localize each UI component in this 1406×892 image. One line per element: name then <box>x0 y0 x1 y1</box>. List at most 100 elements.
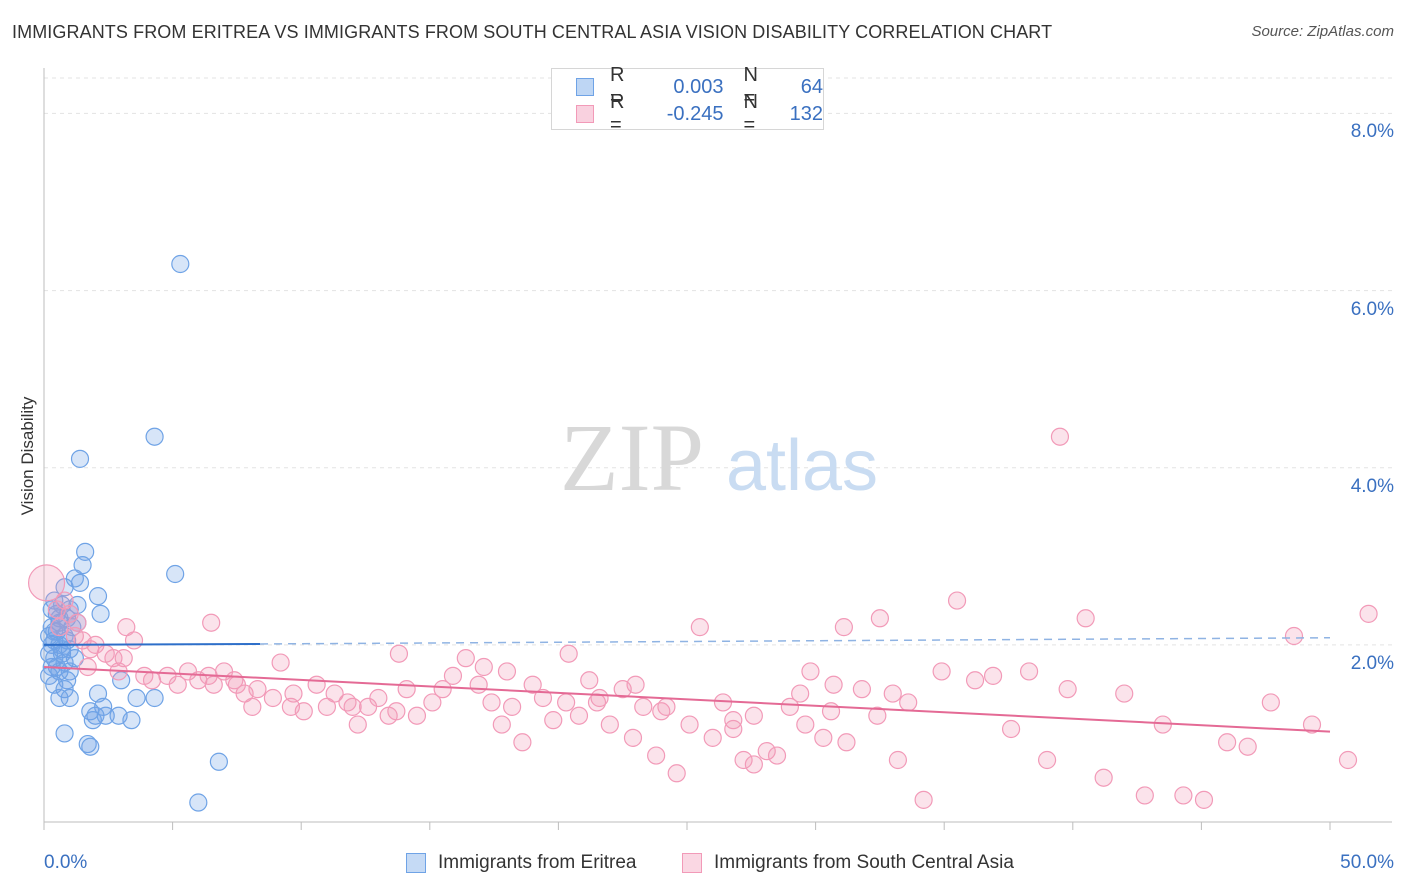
point-south-central-asia <box>1050 427 1070 446</box>
point-south-central-asia <box>503 697 522 716</box>
point-south-central-asia <box>523 675 542 694</box>
series-legend-label: Immigrants from Eritrea <box>438 852 637 873</box>
point-south-central-asia <box>734 750 753 770</box>
point-eritrea <box>145 427 164 446</box>
legend-n-value: 132 <box>789 102 823 125</box>
point-south-central-asia <box>1037 750 1057 770</box>
series-legend-label: Immigrants from South Central Asia <box>714 852 1014 873</box>
point-south-central-asia <box>587 693 607 712</box>
legend-n-label: N = <box>743 91 758 136</box>
point-south-central-asia <box>852 680 871 699</box>
point-south-central-asia <box>837 733 856 752</box>
series-legend-south-central-asia: Immigrants from South Central Asia <box>682 852 1014 874</box>
point-eritrea <box>52 640 72 659</box>
point-south-central-asia <box>1238 737 1257 756</box>
point-south-central-asia <box>482 693 501 712</box>
point-south-central-asia <box>680 715 699 734</box>
point-south-central-asia <box>1001 719 1021 739</box>
point-south-central-asia <box>932 662 951 681</box>
point-south-central-asia <box>1284 626 1304 646</box>
point-south-central-asia <box>533 688 553 708</box>
legend-r-label: R = <box>609 64 625 109</box>
legend-swatch-blue <box>576 78 594 96</box>
point-south-central-asia <box>474 657 493 677</box>
point-south-central-asia <box>68 613 87 632</box>
point-south-central-asia <box>1302 715 1322 734</box>
point-south-central-asia <box>600 715 619 734</box>
point-south-central-asia <box>724 711 743 730</box>
point-eritrea <box>60 688 79 708</box>
point-south-central-asia <box>1153 715 1172 734</box>
grid-lines <box>44 77 1392 646</box>
point-south-central-asia <box>397 680 416 699</box>
point-south-central-asia <box>433 680 452 699</box>
point-eritrea <box>78 734 97 754</box>
point-south-central-asia <box>868 706 887 725</box>
legend-row-eritrea: R = 0.003 N = 64 <box>576 64 823 109</box>
point-south-central-asia <box>883 684 902 703</box>
point-eritrea <box>55 724 74 743</box>
correlation-legend: R = 0.003 N = 64 R = -0.245 N = 132 <box>551 64 824 136</box>
point-eritrea <box>171 254 190 274</box>
point-eritrea <box>209 752 228 771</box>
point-south-central-asia <box>387 702 406 721</box>
point-south-central-asia <box>104 649 123 668</box>
point-south-central-asia <box>559 644 578 663</box>
point-south-central-asia <box>1359 604 1378 623</box>
legend-n-label: N = <box>743 64 758 109</box>
trend-lines <box>43 637 1331 733</box>
point-south-central-asia <box>983 666 1003 685</box>
point-south-central-asia <box>243 697 262 716</box>
point-eritrea <box>83 711 102 730</box>
trend-line-south-central-asia <box>43 666 1331 733</box>
point-south-central-asia <box>343 697 362 716</box>
point-eritrea <box>91 604 110 623</box>
point-south-central-asia <box>690 618 709 637</box>
series-legend: Immigrants from Eritrea Immigrants from … <box>0 852 1406 878</box>
point-south-central-asia <box>791 684 810 703</box>
point-south-central-asia <box>1174 786 1193 805</box>
point-south-central-asia <box>469 675 488 694</box>
point-eritrea <box>127 688 146 708</box>
point-south-central-asia <box>294 702 313 721</box>
y-tick-label: 6.0% <box>1350 298 1394 320</box>
legend-r-label: R = <box>609 91 625 136</box>
point-south-central-asia <box>1194 790 1214 809</box>
point-south-central-asia <box>780 697 799 716</box>
point-south-central-asia <box>1076 609 1095 628</box>
point-south-central-asia <box>263 688 283 708</box>
point-south-central-asia <box>796 715 815 734</box>
point-south-central-asia <box>1218 733 1237 752</box>
point-south-central-asia <box>757 742 776 761</box>
point-south-central-asia <box>50 618 69 637</box>
series-swatch-pink <box>682 853 702 873</box>
watermark: ZIP atlas <box>560 404 878 511</box>
point-south-central-asia <box>767 746 787 765</box>
point-eritrea <box>88 587 108 606</box>
point-south-central-asia <box>544 711 563 730</box>
point-south-central-asia <box>497 662 517 681</box>
y-tick-label: 4.0% <box>1350 475 1394 497</box>
point-south-central-asia <box>899 693 918 712</box>
point-south-central-asia <box>78 657 97 677</box>
point-south-central-asia <box>1058 680 1077 699</box>
y-tick-label: 2.0% <box>1350 652 1394 674</box>
point-south-central-asia <box>888 750 908 770</box>
legend-r-value: -0.245 <box>666 102 724 125</box>
source-label: Source: ZipAtlas.com <box>1251 23 1394 40</box>
point-south-central-asia <box>492 715 511 734</box>
legend-n-value: 64 <box>800 75 823 98</box>
point-south-central-asia <box>1338 750 1358 770</box>
point-south-central-asia <box>389 644 409 663</box>
point-south-central-asia <box>703 728 722 747</box>
point-south-central-asia <box>407 706 427 725</box>
point-eritrea <box>145 688 164 708</box>
legend-swatch-pink <box>576 105 594 123</box>
point-south-central-asia <box>914 790 933 809</box>
data-points <box>27 254 1378 812</box>
point-south-central-asia <box>652 702 671 721</box>
point-eritrea <box>189 793 208 812</box>
point-south-central-asia <box>27 564 66 602</box>
point-south-central-asia <box>325 684 344 703</box>
